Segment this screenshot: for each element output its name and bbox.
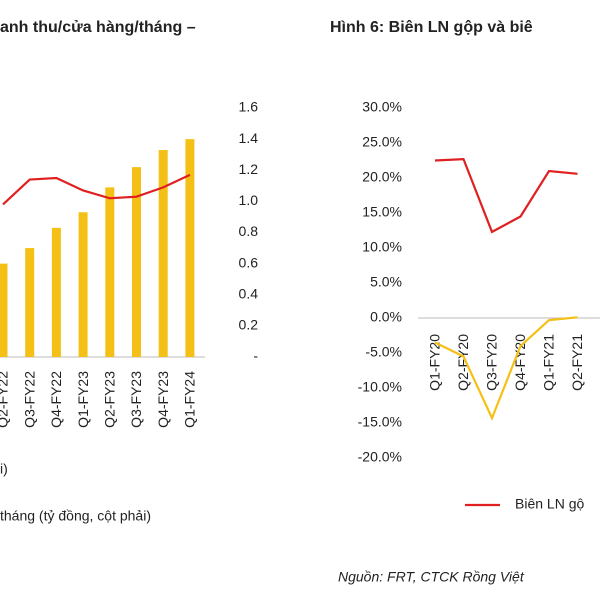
x-tick-label: Q2-FY21 bbox=[569, 334, 585, 391]
y-tick-label: 0.6 bbox=[239, 254, 259, 270]
y-tick-label: 0.0% bbox=[370, 309, 402, 325]
x-tick-label: Q4-FY22 bbox=[48, 371, 64, 428]
y-tick-label: - bbox=[253, 348, 258, 364]
x-tick-label: Q2-FY23 bbox=[102, 371, 118, 428]
y-tick-label: 5.0% bbox=[370, 274, 402, 290]
legend-label: tháng (tỷ đồng, cột phải) bbox=[0, 508, 151, 524]
y-tick-label: 0.2 bbox=[239, 317, 259, 333]
x-tick-label: Q2-FY22 bbox=[0, 371, 11, 428]
y-tick-label: 1.4 bbox=[239, 130, 259, 146]
y-tick-label: 15.0% bbox=[362, 204, 402, 220]
x-tick-label: Q2-FY20 bbox=[455, 334, 471, 391]
x-tick-label: Q3-FY22 bbox=[21, 371, 37, 428]
bar bbox=[185, 139, 195, 357]
bar bbox=[51, 227, 61, 357]
y-tick-label: 1.6 bbox=[239, 99, 259, 115]
x-tick-label: Q4-FY20 bbox=[512, 334, 528, 391]
bar bbox=[25, 248, 35, 357]
y-tick-label: 1.0 bbox=[239, 192, 259, 208]
x-tick-label: Q1-FY24 bbox=[182, 371, 198, 428]
chart-title: anh thu/cửa hàng/tháng – bbox=[0, 19, 196, 36]
y-tick-label: 1.2 bbox=[239, 161, 259, 177]
y-tick-label: -20.0% bbox=[358, 449, 402, 465]
x-tick-label: Q3-FY20 bbox=[484, 334, 500, 391]
legend-label: Biên LN gộ bbox=[515, 496, 584, 512]
y-tick-label: 0.8 bbox=[239, 223, 259, 239]
x-tick-label: Q3-FY23 bbox=[128, 371, 144, 428]
y-tick-label: 25.0% bbox=[362, 134, 402, 150]
line bbox=[434, 157, 578, 234]
y-tick-label: -10.0% bbox=[358, 379, 402, 395]
y-tick-label: 10.0% bbox=[362, 239, 402, 255]
chart-title: Hình 6: Biên LN gộp và biê bbox=[330, 19, 533, 36]
x-tick-label: Q4-FY23 bbox=[155, 371, 171, 428]
y-tick-label: -15.0% bbox=[358, 414, 402, 430]
line bbox=[2, 173, 191, 206]
x-tick-label: Q1-FY23 bbox=[75, 371, 91, 428]
bar bbox=[158, 150, 168, 357]
y-tick-label: 0.4 bbox=[239, 285, 259, 301]
y-tick-label: 20.0% bbox=[362, 169, 402, 185]
legend-label: i) bbox=[0, 461, 8, 477]
y-tick-label: 30.0% bbox=[362, 99, 402, 115]
line bbox=[434, 316, 578, 421]
bar bbox=[0, 263, 8, 357]
x-tick-label: Q1-FY21 bbox=[541, 334, 557, 391]
bar bbox=[105, 187, 115, 357]
bar bbox=[132, 167, 141, 357]
y-tick-label: -5.0% bbox=[365, 344, 402, 360]
bar bbox=[78, 212, 88, 357]
source-note: Nguồn: FRT, CTCK Rồng Việt bbox=[338, 569, 525, 585]
x-tick-label: Q1-FY20 bbox=[427, 334, 443, 391]
